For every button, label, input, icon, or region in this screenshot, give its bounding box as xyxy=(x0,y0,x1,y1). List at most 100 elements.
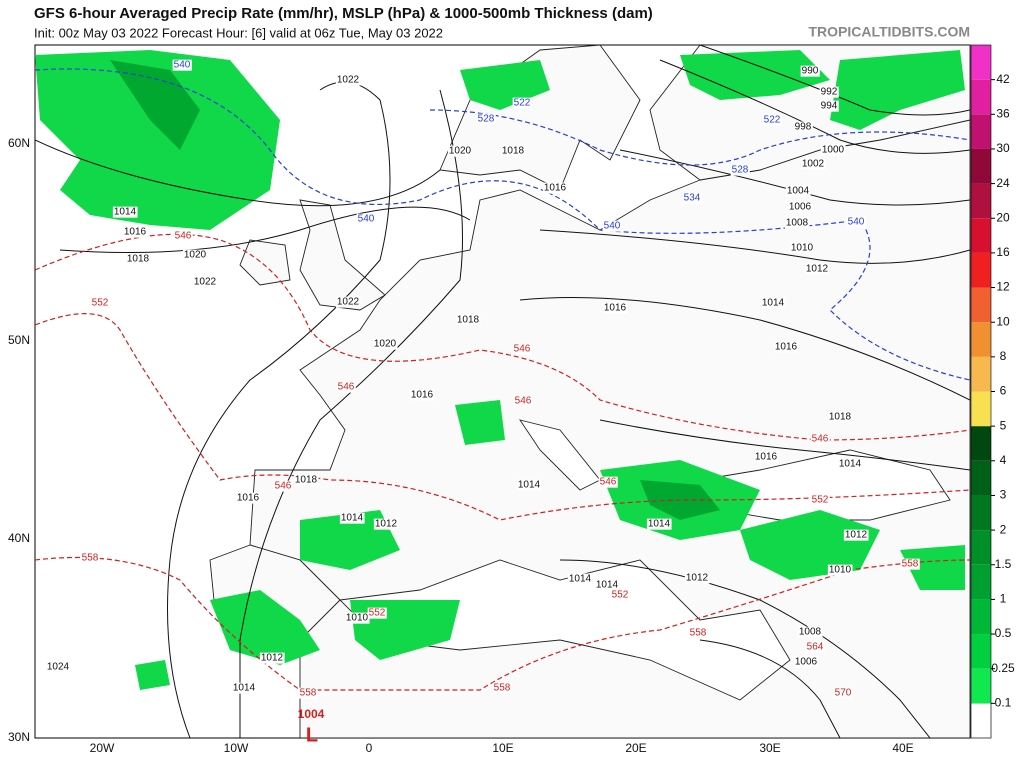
thickness-label: 558 xyxy=(902,559,919,570)
isobar-label: 1014 xyxy=(233,683,256,694)
low-pressure-symbol: L xyxy=(306,724,318,746)
label-background xyxy=(259,652,285,664)
precip-area xyxy=(830,50,965,130)
thickness-label: 564 xyxy=(807,642,824,653)
label-background xyxy=(542,182,568,194)
longitude-label: 40E xyxy=(892,741,913,755)
label-background xyxy=(646,518,672,530)
label-background xyxy=(602,302,628,314)
precip-area xyxy=(455,400,505,445)
watermark: TROPICALTIDBITS.COM xyxy=(808,24,970,40)
colorbar-label: 10 xyxy=(996,314,1010,328)
label-background xyxy=(293,474,319,486)
isobar-label: 1012 xyxy=(375,519,398,530)
precip-area xyxy=(210,590,320,665)
colorbar-label: 8 xyxy=(1000,349,1007,363)
label-background xyxy=(810,494,830,506)
isobar-label: 1008 xyxy=(786,218,809,229)
colorbar-label: 12 xyxy=(996,280,1010,294)
isobar xyxy=(35,139,441,207)
label-background xyxy=(610,589,630,601)
low-pressure-value: 1004 xyxy=(298,707,325,721)
isobar xyxy=(659,59,970,154)
isobar-label: 990 xyxy=(802,66,819,77)
isobar-label: 1014 xyxy=(518,480,541,491)
label-background xyxy=(192,276,218,288)
label-background xyxy=(785,185,811,197)
thickness-label: 540 xyxy=(358,214,375,225)
thickness-label: 540 xyxy=(604,221,621,232)
thickness-label: 534 xyxy=(684,193,701,204)
isobar-label: 1018 xyxy=(295,475,318,486)
isobar-label: 1014 xyxy=(762,298,785,309)
label-background xyxy=(843,529,869,541)
thickness-label: 546 xyxy=(514,344,531,355)
colorbar-label: 1.5 xyxy=(995,557,1012,571)
colorbar-segment xyxy=(971,114,991,149)
colorbar-label: 20 xyxy=(996,210,1010,224)
colorbar-segment xyxy=(971,668,991,704)
isobar-label: 1012 xyxy=(261,653,284,664)
label-background xyxy=(367,607,387,619)
colorbar-segment xyxy=(971,564,991,600)
longitude-label: 10W xyxy=(224,741,249,755)
isobar-label: 1024 xyxy=(47,662,70,673)
colorbar-segment xyxy=(971,460,991,496)
longitude-label: 30E xyxy=(759,741,780,755)
label-background xyxy=(900,558,920,570)
label-background xyxy=(476,113,496,125)
colorbar-frame xyxy=(970,44,992,739)
thickness-label: 546 xyxy=(338,382,355,393)
isobar-label: 1016 xyxy=(544,183,567,194)
colorbar-segment xyxy=(971,391,991,427)
isobar-label: 1022 xyxy=(337,297,360,308)
label-background xyxy=(827,564,853,576)
thickness-label: 546 xyxy=(275,481,292,492)
colorbar-segment xyxy=(971,148,991,184)
colorbar-segment xyxy=(971,495,991,531)
isobar-label: 1010 xyxy=(829,565,852,576)
thickness-label: 522 xyxy=(764,115,781,126)
isobar-label: 1014 xyxy=(341,513,364,524)
label-background xyxy=(516,479,542,491)
colorbar-segment xyxy=(971,79,991,115)
isobar-label: 1020 xyxy=(449,146,472,157)
isobar-label: 1016 xyxy=(604,303,627,314)
precip-area xyxy=(135,660,170,690)
label-background xyxy=(512,97,532,109)
label-background xyxy=(805,641,825,653)
colorbar: 0.1 0.25 0.5 1 1.5 2 3 4 5 6 8 10 12 16 20 24 30 36 42 xyxy=(970,44,1015,739)
colorbar-label: 4 xyxy=(1000,453,1007,467)
colorbar-label: 5 xyxy=(1000,418,1007,432)
colorbar-label: 0.1 xyxy=(995,696,1012,710)
label-background xyxy=(500,145,526,157)
isobar-label: 1020 xyxy=(184,250,207,261)
label-background xyxy=(833,687,853,699)
label-background xyxy=(688,627,708,639)
colorbar-segment xyxy=(971,287,991,323)
colorbar-segment xyxy=(971,183,991,219)
land xyxy=(299,199,386,311)
colorbar-segment xyxy=(971,530,991,565)
isobar xyxy=(559,559,931,738)
isobar-label: 1012 xyxy=(806,264,829,275)
isobar-label: 1006 xyxy=(795,657,818,668)
thickness-label: 528 xyxy=(478,114,495,125)
label-background xyxy=(846,216,866,228)
label-background xyxy=(455,314,481,326)
label-background xyxy=(513,395,533,407)
label-background xyxy=(112,206,138,218)
precip-area xyxy=(110,60,200,150)
precip-area xyxy=(740,510,880,580)
isobar-label: 992 xyxy=(821,87,838,98)
thickness-label: 546 xyxy=(175,231,192,242)
longitude-label: 10E xyxy=(492,741,513,755)
colorbar-label: 2 xyxy=(1000,522,1007,536)
map-title: GFS 6-hour Averaged Precip Rate (mm/hr),… xyxy=(34,5,653,22)
thickness-label: 528 xyxy=(732,165,749,176)
colorbar-segment xyxy=(971,322,991,357)
colorbar-label: 1 xyxy=(1000,592,1007,606)
isobar-label: 1006 xyxy=(789,202,812,213)
label-background xyxy=(235,492,261,504)
isobar-label: 1014 xyxy=(648,519,671,530)
